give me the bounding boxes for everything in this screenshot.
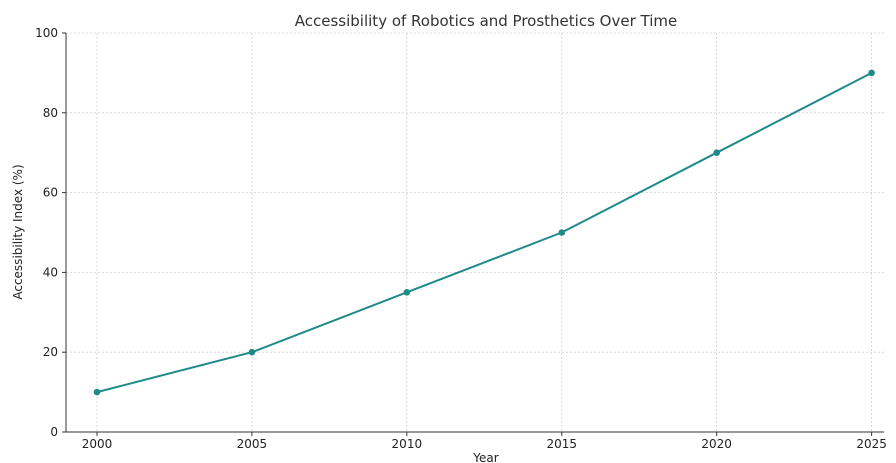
data-point: [403, 289, 411, 296]
data-point: [93, 388, 101, 396]
y-axis-label: Accessibility Index (%): [11, 164, 25, 299]
y-tick-label: 100: [35, 26, 58, 40]
tick-labels: 2000 2005 2010 2015 2020 2025 0 20 40 60 80 100: [35, 26, 887, 451]
y-tick-label: 80: [43, 106, 58, 120]
axes: [62, 32, 884, 436]
x-tick-label: 2010: [392, 437, 423, 451]
data-point: [248, 348, 256, 356]
x-tick-label: 2000: [82, 437, 113, 451]
data-point: [558, 229, 566, 236]
x-tick-label: 2005: [237, 437, 268, 451]
x-tick-label: 2020: [701, 437, 732, 451]
data-point: [713, 149, 720, 156]
chart-title: Accessibility of Robotics and Prosthetic…: [295, 12, 677, 30]
x-tick-label: 2025: [856, 437, 887, 451]
data-point: [868, 69, 875, 77]
series: [93, 69, 875, 396]
y-tick-label: 40: [43, 265, 58, 279]
grid: [66, 32, 884, 433]
series-line: [96, 72, 873, 394]
y-tick-label: 60: [43, 186, 58, 200]
y-tick-label: 0: [50, 425, 58, 439]
x-tick-label: 2015: [546, 437, 577, 451]
y-tick-label: 20: [43, 345, 58, 359]
x-axis-label: Year: [472, 451, 498, 463]
